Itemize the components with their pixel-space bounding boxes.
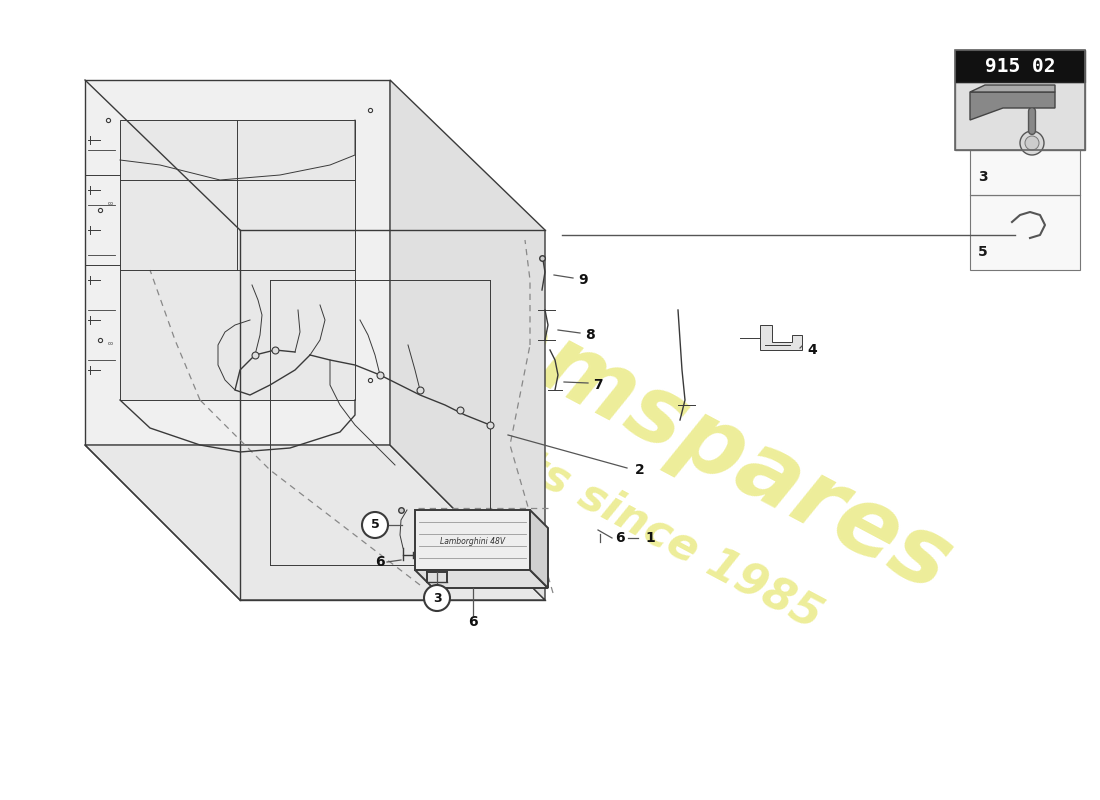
Polygon shape [970, 92, 1055, 120]
Text: 8: 8 [585, 328, 595, 342]
Circle shape [1020, 131, 1044, 155]
Bar [970, 120, 1080, 195]
Polygon shape [120, 120, 355, 400]
Text: oo: oo [108, 201, 114, 206]
Text: ellamspares: ellamspares [353, 228, 967, 612]
Text: 9: 9 [579, 273, 587, 287]
Polygon shape [85, 80, 390, 445]
Text: 5: 5 [978, 245, 988, 259]
Bar [415, 510, 530, 570]
Text: 3: 3 [432, 591, 441, 605]
Text: Lamborghini 48V: Lamborghini 48V [440, 538, 505, 546]
Text: 3: 3 [978, 170, 988, 184]
Circle shape [424, 585, 450, 611]
Text: 915 02: 915 02 [984, 57, 1055, 75]
Text: 6: 6 [375, 555, 385, 569]
Polygon shape [760, 325, 802, 350]
Text: 7: 7 [593, 378, 603, 392]
Polygon shape [85, 445, 544, 600]
Text: a parts since 1985: a parts since 1985 [400, 382, 829, 638]
Circle shape [1025, 136, 1040, 150]
Polygon shape [390, 80, 544, 600]
Polygon shape [415, 570, 548, 588]
Bar [955, 82, 1085, 150]
Text: 4: 4 [807, 343, 817, 357]
Text: 1: 1 [645, 531, 654, 545]
Polygon shape [530, 510, 548, 588]
Bar [955, 50, 1085, 150]
Circle shape [362, 512, 388, 538]
Text: 5: 5 [371, 518, 380, 531]
Bar [970, 195, 1080, 270]
Text: oo: oo [108, 341, 114, 346]
Bar [955, 50, 1085, 82]
Polygon shape [970, 85, 1055, 92]
Text: 2: 2 [635, 463, 645, 477]
Text: 6: 6 [615, 531, 625, 545]
Text: 6: 6 [468, 615, 477, 629]
